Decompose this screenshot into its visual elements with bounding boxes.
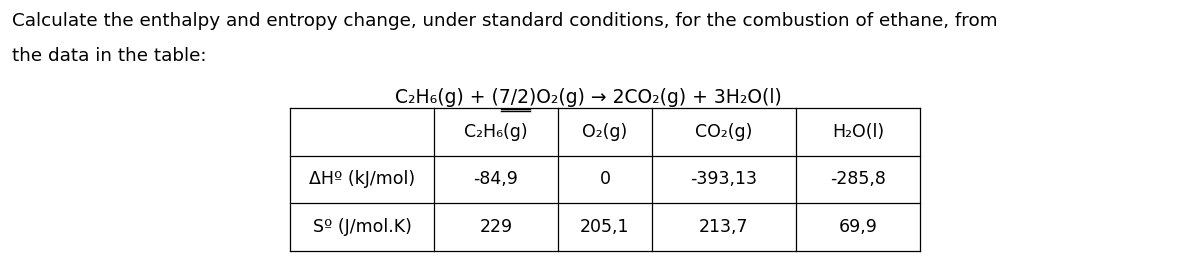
Text: the data in the table:: the data in the table: [12,47,206,65]
Text: CO₂(g): CO₂(g) [696,123,752,141]
Text: ΔHº (kJ/mol): ΔHº (kJ/mol) [308,170,415,189]
Text: 229: 229 [479,218,513,236]
Text: C₂H₆(g): C₂H₆(g) [464,123,527,141]
Text: -84,9: -84,9 [473,170,518,189]
Text: 0: 0 [599,170,611,189]
Text: -393,13: -393,13 [691,170,757,189]
Text: 205,1: 205,1 [580,218,630,236]
Text: 69,9: 69,9 [838,218,877,236]
Text: Sº (J/mol.K): Sº (J/mol.K) [313,218,412,236]
Text: H₂O(l): H₂O(l) [832,123,884,141]
Text: O₂(g): O₂(g) [583,123,627,141]
Text: 213,7: 213,7 [699,218,749,236]
Text: -285,8: -285,8 [830,170,886,189]
Text: C₂H₆(g) + (7/2)O₂(g) → 2CO₂(g) + 3H₂O(l): C₂H₆(g) + (7/2)O₂(g) → 2CO₂(g) + 3H₂O(l) [395,88,782,107]
Text: Calculate the enthalpy and entropy change, under standard conditions, for the co: Calculate the enthalpy and entropy chang… [12,12,998,30]
